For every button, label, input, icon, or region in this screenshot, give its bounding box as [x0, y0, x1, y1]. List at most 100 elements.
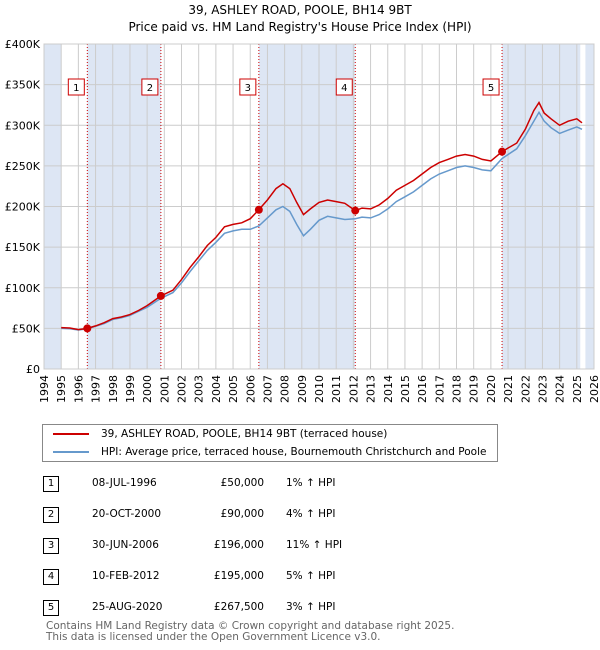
x-tick-label: 2004 — [210, 375, 223, 403]
x-tick-label: 2006 — [244, 375, 257, 403]
sale-number-box — [335, 78, 353, 96]
y-tick-label: £250K — [5, 160, 41, 173]
y-tick-label: £350K — [5, 79, 41, 92]
x-tick-label: 2017 — [433, 375, 446, 403]
table-row: 2 20-OCT-2000 £90,000 4% ↑ HPI — [0, 501, 600, 529]
y-tick-label: £400K — [5, 38, 41, 51]
sale-price: £195,000 — [213, 570, 264, 582]
sale-price: £50,000 — [220, 477, 264, 489]
sale-hpi-diff: 4% ↑ HPI — [286, 508, 336, 520]
x-tick-label: 2023 — [536, 375, 549, 403]
sale-number-box — [239, 78, 257, 96]
sale-hpi-diff: 3% ↑ HPI — [286, 601, 336, 613]
sale-number: 1 — [43, 476, 59, 492]
sale-number-label: 3 — [245, 83, 251, 94]
table-row: 3 30-JUN-2006 £196,000 11% ↑ HPI — [0, 532, 600, 560]
sale-number: 4 — [43, 569, 59, 585]
table-row: 1 08-JUL-1996 £50,000 1% ↑ HPI — [0, 470, 600, 498]
x-tick-label: 2005 — [227, 375, 240, 403]
legend-label-property: 39, ASHLEY ROAD, POOLE, BH14 9BT (terrac… — [101, 428, 388, 440]
sale-hpi-diff: 1% ↑ HPI — [286, 477, 336, 489]
x-tick-label: 2003 — [193, 375, 206, 403]
sale-number-label: 2 — [147, 83, 153, 94]
y-tick-label: £200K — [5, 201, 41, 214]
chart-title: 39, ASHLEY ROAD, POOLE, BH14 9BT — [188, 3, 412, 17]
y-tick-label: £300K — [5, 119, 41, 132]
sale-date: 20-OCT-2000 — [92, 508, 161, 520]
x-tick-label: 1994 — [38, 375, 51, 403]
legend-swatch-property — [53, 433, 89, 435]
sale-number: 2 — [43, 507, 59, 523]
x-tick-label: 2001 — [158, 375, 171, 403]
x-tick-label: 1999 — [124, 375, 137, 403]
chart-legend: 39, ASHLEY ROAD, POOLE, BH14 9BT (terrac… — [42, 424, 498, 462]
footer-attribution: Contains HM Land Registry data © Crown c… — [46, 621, 454, 643]
sale-price: £90,000 — [220, 508, 264, 520]
x-tick-label: 2011 — [330, 375, 343, 403]
x-tick-label: 2012 — [347, 375, 360, 403]
x-tick-label: 2015 — [399, 375, 412, 403]
table-row: 5 25-AUG-2020 £267,500 3% ↑ HPI — [0, 594, 600, 622]
y-tick-label: £100K — [5, 282, 41, 295]
sale-date: 08-JUL-1996 — [92, 477, 157, 489]
x-tick-label: 2020 — [485, 375, 498, 403]
x-tick-label: 2002 — [176, 375, 189, 403]
x-tick-label: 2019 — [468, 375, 481, 403]
x-tick-label: 2018 — [451, 375, 464, 403]
sale-point — [156, 291, 165, 300]
sale-price: £196,000 — [213, 539, 264, 551]
price-chart: 39, ASHLEY ROAD, POOLE, BH14 9BT Price p… — [5, 3, 600, 403]
x-tick-label: 2024 — [554, 375, 567, 403]
y-axis-labels: £0 £50K £100K £150K £200K £250K £300K £350K £400… — [5, 38, 41, 376]
sale-number-box — [67, 78, 85, 96]
x-tick-label: 2008 — [279, 375, 292, 403]
x-axis-labels: 1994 1995 1996 1997 1998 1999 2000 2001 2002 2003… — [38, 375, 600, 403]
sale-number-label: 4 — [341, 83, 347, 94]
legend-label-hpi: HPI: Average price, terraced house, Bour… — [101, 446, 487, 458]
x-tick-label: 2022 — [519, 375, 532, 403]
x-tick-label: 1997 — [90, 375, 103, 403]
sale-number-box — [482, 78, 500, 96]
series-lines — [61, 100, 583, 331]
sale-number: 5 — [43, 600, 59, 616]
x-tick-label: 2025 — [571, 375, 584, 403]
x-tick-label: 1998 — [107, 375, 120, 403]
sale-point — [498, 147, 507, 156]
sale-number-label: 1 — [73, 83, 79, 94]
sale-point — [254, 205, 263, 214]
sale-date: 10-FEB-2012 — [92, 570, 160, 582]
x-tick-label: 2026 — [588, 375, 600, 403]
sale-number: 3 — [43, 538, 59, 554]
y-tick-label: £0 — [26, 363, 40, 376]
sale-point — [351, 206, 360, 215]
sale-point — [83, 324, 92, 333]
sale-points — [83, 147, 507, 333]
x-tick-label: 2021 — [502, 375, 515, 403]
x-tick-label: 2014 — [382, 375, 395, 403]
table-row: 4 10-FEB-2012 £195,000 5% ↑ HPI — [0, 563, 600, 591]
footer-line-licence: This data is licensed under the Open Gov… — [46, 631, 381, 643]
sale-hpi-diff: 11% ↑ HPI — [286, 539, 343, 551]
legend-swatch-hpi — [53, 451, 89, 453]
x-tick-label: 2016 — [416, 375, 429, 403]
x-tick-label: 1996 — [72, 375, 85, 403]
series-line — [61, 100, 583, 331]
plot-frame — [43, 43, 595, 370]
chart-subtitle: Price paid vs. HM Land Registry's House … — [128, 20, 471, 34]
x-tick-label: 2000 — [141, 375, 154, 403]
footer-line-copyright: Contains HM Land Registry data © Crown c… — [46, 620, 455, 632]
sale-number-box — [141, 78, 159, 96]
x-tick-label: 2009 — [296, 375, 309, 403]
x-tick-label: 2010 — [313, 375, 326, 403]
sale-date: 30-JUN-2006 — [92, 539, 159, 551]
x-tick-label: 1995 — [55, 375, 68, 403]
x-tick-label: 2007 — [261, 375, 274, 403]
y-tick-label: £150K — [5, 241, 41, 254]
sale-number-label: 5 — [488, 83, 494, 94]
sale-number-boxes: 1 2 3 4 5 — [67, 78, 500, 96]
sale-hpi-diff: 5% ↑ HPI — [286, 570, 336, 582]
sale-date: 25-AUG-2020 — [92, 601, 163, 613]
series-line — [61, 110, 583, 331]
y-tick-label: £50K — [12, 322, 41, 335]
sale-price: £267,500 — [213, 601, 264, 613]
